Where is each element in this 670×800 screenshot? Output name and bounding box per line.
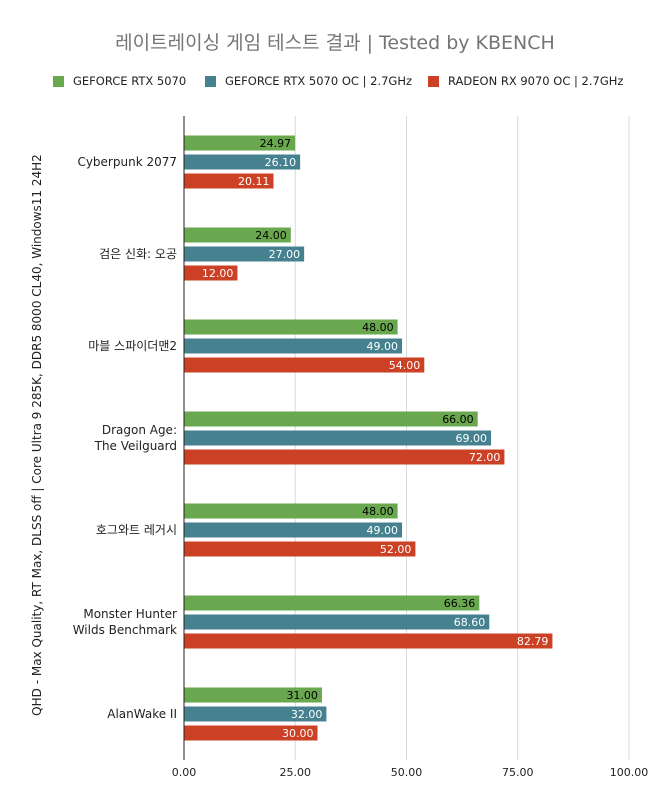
category-label: 검은 신화: 오공 — [99, 247, 177, 261]
data-label: 52.00 — [380, 543, 412, 556]
data-label: 49.00 — [367, 340, 399, 353]
bar — [184, 614, 490, 630]
data-label: 48.00 — [362, 505, 394, 518]
data-label: 82.79 — [517, 635, 549, 648]
bar — [184, 706, 327, 722]
chart-title: 레이트레이싱 게임 테스트 결과 | Tested by KBENCH — [115, 32, 555, 54]
bar — [184, 319, 398, 335]
category-label: Dragon Age: The Veilguard — [94, 423, 177, 453]
bar — [184, 411, 478, 427]
data-label: 30.00 — [282, 727, 314, 740]
bar — [184, 633, 553, 649]
data-label: 66.36 — [444, 597, 476, 610]
data-label: 20.11 — [238, 175, 270, 188]
bar — [184, 595, 480, 611]
category-label: 마블 스파이더맨2 — [88, 339, 177, 353]
legend-label-series-1: GEFORCE RTX 5070 — [73, 74, 187, 88]
data-label: 68.60 — [454, 616, 486, 629]
data-label: 66.00 — [442, 413, 474, 426]
legend-label-series-2: GEFORCE RTX 5070 OC | 2.7GHz — [225, 74, 412, 88]
category-label: Cyberpunk 2077 — [77, 155, 177, 169]
x-tick-label: 0.00 — [172, 766, 197, 779]
legend: GEFORCE RTX 5070 GEFORCE RTX 5070 OC | 2… — [0, 74, 670, 92]
legend-item-series-2: GEFORCE RTX 5070 OC | 2.7GHz — [205, 74, 412, 88]
legend-item-series-3: RADEON RX 9070 OC | 2.7GHz — [428, 74, 623, 88]
x-tick-label: 50.00 — [391, 766, 423, 779]
legend-label-series-3: RADEON RX 9070 OC | 2.7GHz — [448, 74, 624, 88]
category-label: AlanWake II — [107, 707, 177, 721]
data-label: 54.00 — [389, 359, 421, 372]
category-label: 호그와트 레거시 — [96, 523, 177, 537]
data-label: 32.00 — [291, 708, 323, 721]
data-label: 31.00 — [286, 689, 318, 702]
data-label: 48.00 — [362, 321, 394, 334]
data-label: 26.10 — [265, 156, 297, 169]
bar — [184, 265, 238, 281]
bar — [184, 246, 305, 262]
bar — [184, 430, 492, 446]
data-label: 12.00 — [202, 267, 234, 280]
bar — [184, 338, 403, 354]
legend-swatch-series-1 — [53, 75, 64, 87]
bar — [184, 687, 322, 703]
data-label: 69.00 — [456, 432, 488, 445]
x-tick-label: 25.00 — [280, 766, 312, 779]
bar — [184, 541, 416, 557]
bar — [184, 522, 403, 538]
bar — [184, 154, 301, 170]
legend-swatch-series-3 — [428, 75, 439, 87]
bar — [184, 725, 318, 741]
bar — [184, 503, 398, 519]
bar — [184, 449, 505, 465]
x-tick-label: 100.00 — [610, 766, 649, 779]
category-label: Monster Hunter Wilds Benchmark — [73, 607, 177, 637]
legend-swatch-series-2 — [205, 75, 216, 87]
bar — [184, 135, 296, 151]
data-label: 49.00 — [367, 524, 399, 537]
x-tick-label: 75.00 — [502, 766, 534, 779]
data-label: 24.97 — [260, 137, 292, 150]
data-label: 72.00 — [469, 451, 501, 464]
bar — [184, 357, 425, 373]
legend-item-series-1: GEFORCE RTX 5070 — [53, 74, 186, 88]
data-label: 24.00 — [255, 229, 287, 242]
data-label: 27.00 — [269, 248, 301, 261]
bar — [184, 173, 274, 189]
bar — [184, 227, 291, 243]
